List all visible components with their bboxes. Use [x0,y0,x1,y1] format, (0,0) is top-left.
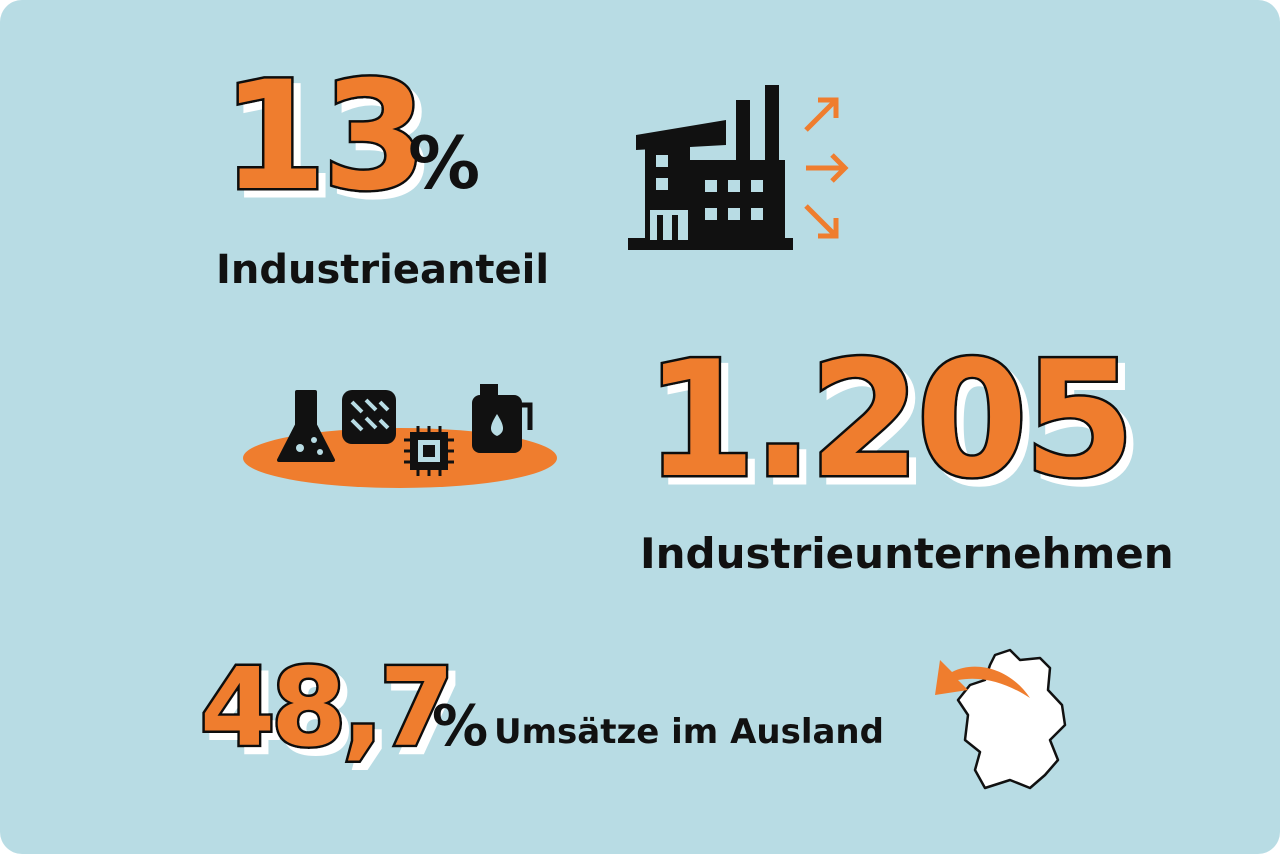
stat-unit: % [408,121,480,205]
stat-value: 13 [222,50,423,224]
stat-unit: % [432,694,488,759]
stat-label: Industrieanteil [216,247,549,293]
stat-value: 1.205 [645,326,1131,513]
stat-label: Umsätze im Ausland [494,712,884,752]
factory-icon [628,85,793,250]
arrows-icon [804,97,849,239]
products-icon [277,384,533,476]
stat-value: 48,7 [200,646,450,771]
stat-label: Industrieunternehmen [640,529,1174,578]
germany-map [935,648,1067,790]
